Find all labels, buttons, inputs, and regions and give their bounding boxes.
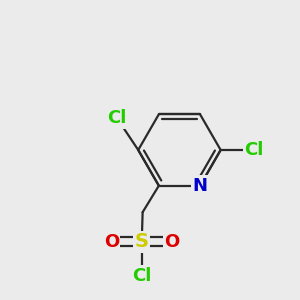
Text: O: O	[104, 232, 119, 250]
Text: Cl: Cl	[244, 141, 263, 159]
Text: S: S	[135, 232, 149, 251]
Text: Cl: Cl	[107, 109, 127, 127]
Text: Cl: Cl	[132, 266, 152, 284]
Text: N: N	[193, 177, 208, 195]
Text: O: O	[164, 232, 180, 250]
